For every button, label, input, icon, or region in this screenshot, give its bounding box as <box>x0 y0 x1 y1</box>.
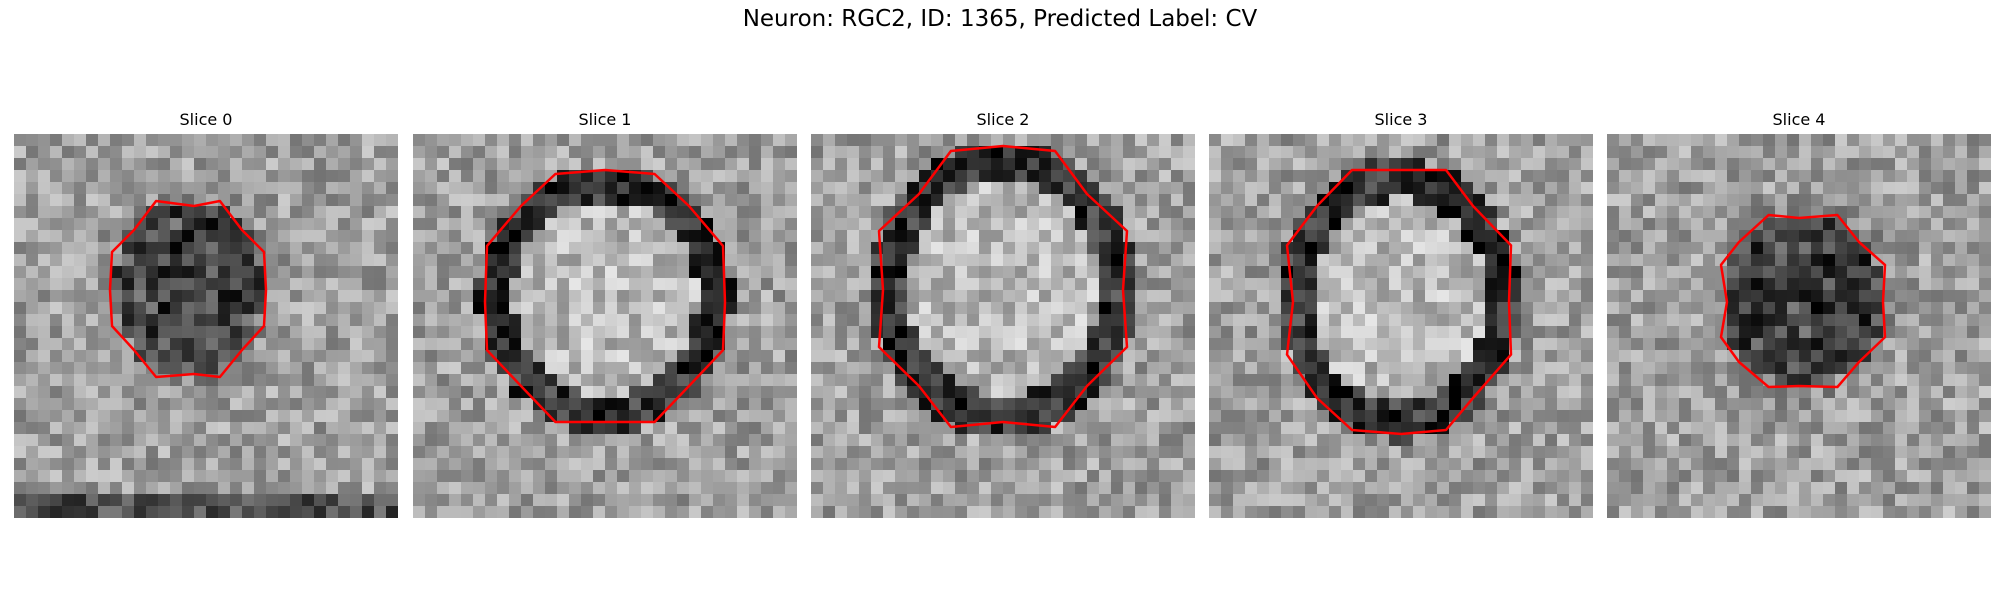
panel-title-slice-3: Slice 3 <box>1374 110 1428 129</box>
cell-contour <box>108 199 268 379</box>
slice-svg <box>14 134 398 518</box>
slice-image-2 <box>811 134 1195 518</box>
panel-title-slice-2: Slice 2 <box>976 110 1030 129</box>
slice-svg <box>811 134 1195 518</box>
panel-title-slice-0: Slice 0 <box>179 110 233 129</box>
panel-title-slice-4: Slice 4 <box>1772 110 1826 129</box>
slice-image-4 <box>1607 134 1991 518</box>
slice-svg <box>413 134 797 518</box>
cell-contour <box>1285 168 1513 436</box>
slice-svg <box>1607 134 1991 518</box>
cell-contour <box>1719 213 1887 389</box>
slice-image-1 <box>413 134 797 518</box>
panel-title-slice-1: Slice 1 <box>578 110 632 129</box>
figure-title: Neuron: RGC2, ID: 1365, Predicted Label:… <box>742 6 1258 32</box>
cell-contour <box>483 168 727 424</box>
cell-contour <box>877 144 1129 429</box>
slice-svg <box>1209 134 1593 518</box>
slice-image-3 <box>1209 134 1593 518</box>
slice-image-0 <box>14 134 398 518</box>
